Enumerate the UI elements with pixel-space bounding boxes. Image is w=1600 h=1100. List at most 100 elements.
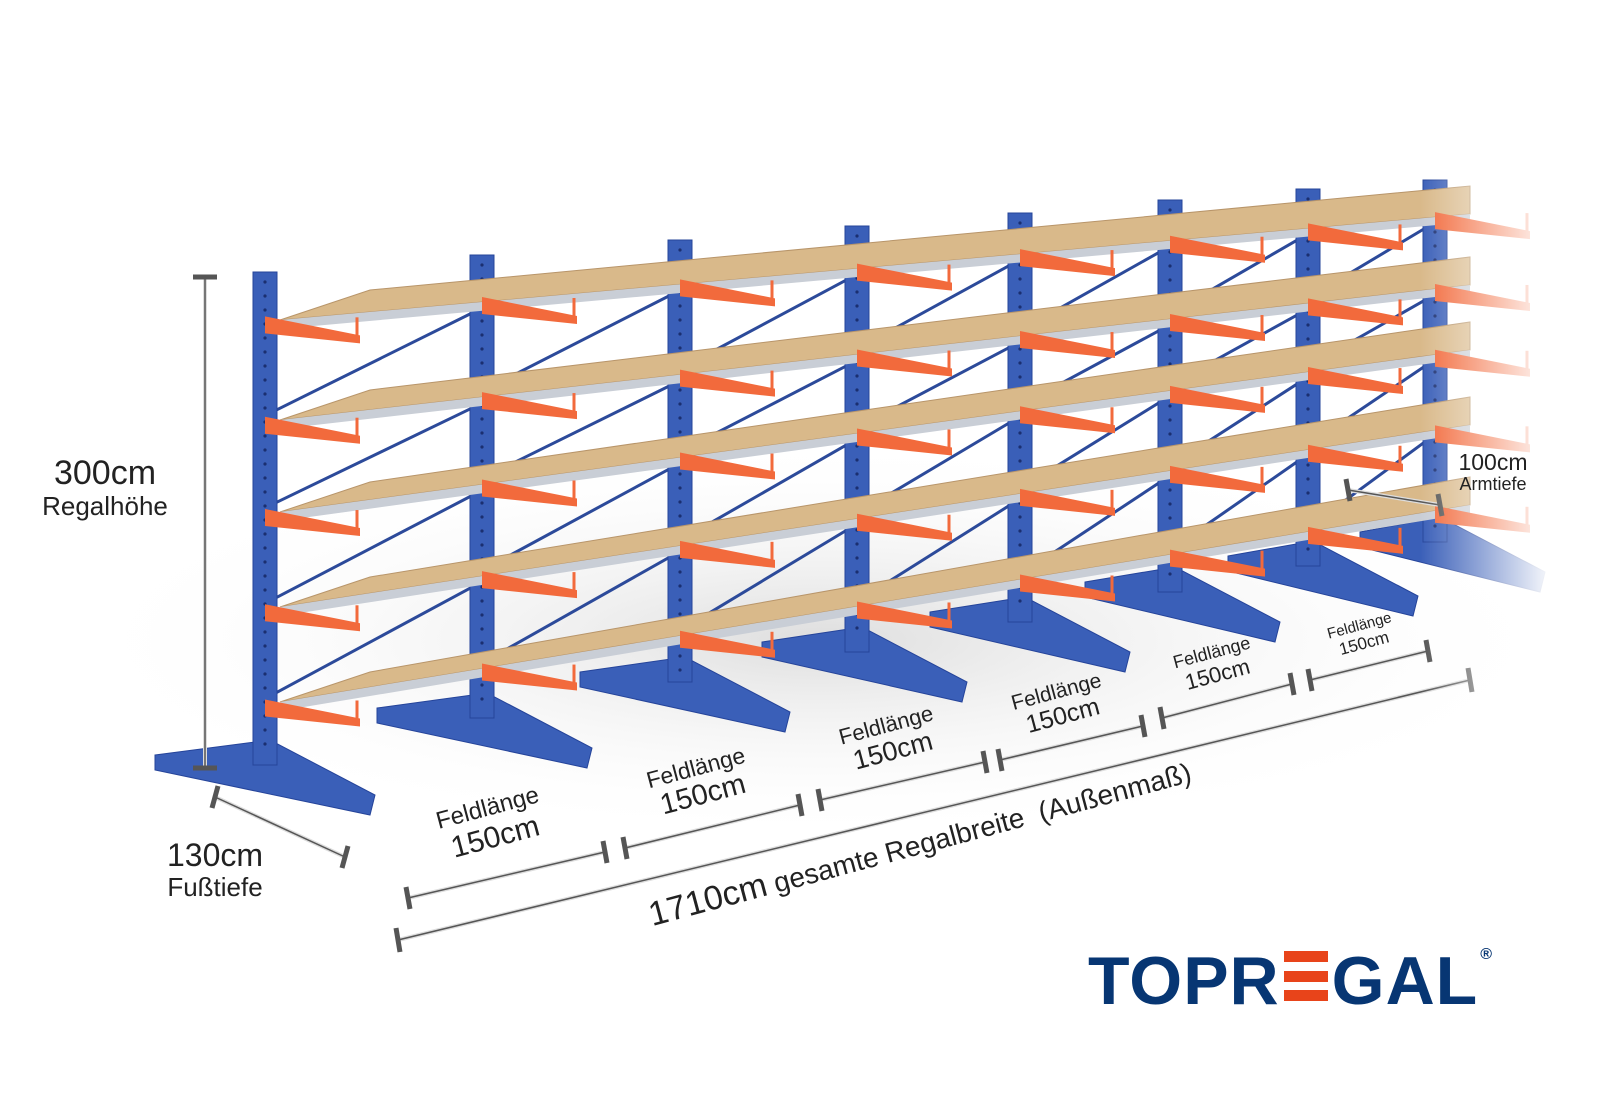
column-hole xyxy=(1306,491,1310,495)
diagonal-brace xyxy=(272,405,475,506)
column-hole xyxy=(1168,572,1172,576)
bay-dimension-line xyxy=(1161,683,1293,719)
cantilever-arm xyxy=(1170,465,1265,493)
column-hole xyxy=(678,514,682,518)
column-hole xyxy=(855,626,859,630)
column-hole xyxy=(1306,547,1310,551)
bay-dimension-line-cap xyxy=(795,793,805,817)
logo-e-mark xyxy=(1283,951,1328,1001)
column-hole xyxy=(678,388,682,392)
column-hole xyxy=(1306,253,1310,257)
cantilever-arm xyxy=(265,509,360,537)
column-hole xyxy=(1018,305,1022,309)
column-hole xyxy=(263,294,267,298)
column-hole xyxy=(480,543,484,547)
column-hole xyxy=(1168,516,1172,520)
column-hole xyxy=(263,350,267,354)
column-hole xyxy=(480,627,484,631)
column-hole xyxy=(855,486,859,490)
column-foot xyxy=(376,692,593,769)
arm-depth-value: 100cm xyxy=(1458,449,1528,475)
column-hole xyxy=(480,445,484,449)
column-hole xyxy=(678,598,682,602)
bay-dimension-line-cap xyxy=(403,886,413,910)
column-hole xyxy=(855,458,859,462)
column-hole xyxy=(480,515,484,519)
cantilever-arm xyxy=(1170,385,1265,413)
column-hole xyxy=(678,486,682,490)
column-hole xyxy=(1168,264,1172,268)
column-hole xyxy=(263,658,267,662)
column-hole xyxy=(1018,459,1022,463)
column-hole xyxy=(855,374,859,378)
cantilever-arm xyxy=(265,416,360,444)
cantilever-arm xyxy=(680,452,775,480)
column-hole xyxy=(263,364,267,368)
foot-depth-value: 130cm xyxy=(166,837,264,873)
column-hole xyxy=(1018,543,1022,547)
column-hole xyxy=(1018,529,1022,533)
column-hole xyxy=(855,402,859,406)
column-hole xyxy=(678,668,682,672)
cantilever-arm xyxy=(265,316,360,344)
column-hole xyxy=(263,504,267,508)
cantilever-arm xyxy=(482,297,577,325)
column-hole xyxy=(263,434,267,438)
column-hole xyxy=(263,742,267,746)
bay-dimension-line-cap xyxy=(1287,672,1297,696)
arm-depth-label: 100cm Armtiefe xyxy=(1448,449,1538,495)
bay-dimension-line xyxy=(1309,650,1429,681)
column-hole xyxy=(1018,445,1022,449)
column-hole xyxy=(1168,488,1172,492)
column-hole xyxy=(263,672,267,676)
bay-dimension-line-cap xyxy=(1157,706,1167,730)
column-hole xyxy=(678,304,682,308)
column-hole xyxy=(263,574,267,578)
diagonal-brace xyxy=(489,466,673,568)
column-hole xyxy=(855,290,859,294)
column-hole xyxy=(855,570,859,574)
column-hole xyxy=(263,560,267,564)
arm-depth-text: Armtiefe xyxy=(1459,474,1527,495)
column-hole xyxy=(480,459,484,463)
column-hole xyxy=(1018,599,1022,603)
column-hole xyxy=(1018,347,1022,351)
diagonal-brace xyxy=(489,383,673,476)
column-hole xyxy=(1306,337,1310,341)
cantilever-arm xyxy=(1308,367,1403,395)
diagonal-brace xyxy=(272,310,475,414)
cantilever-arm xyxy=(1308,526,1403,554)
column-hole xyxy=(678,346,682,350)
column-hole xyxy=(480,347,484,351)
column-hole xyxy=(480,333,484,337)
column-hole xyxy=(678,402,682,406)
column-hole xyxy=(678,472,682,476)
cantilever-arm xyxy=(857,513,952,541)
cantilever-arm xyxy=(680,369,775,397)
column-foot xyxy=(154,739,376,816)
foot-depth-label: 130cm Fußtiefe xyxy=(145,837,285,902)
height-value: 300cm xyxy=(53,454,157,492)
cantilever-arm xyxy=(1020,249,1115,277)
column-hole xyxy=(1168,348,1172,352)
column-hole xyxy=(855,304,859,308)
column-hole xyxy=(480,599,484,603)
foot-depth-dimension-line xyxy=(214,796,346,858)
column-hole xyxy=(480,641,484,645)
cantilever-arm xyxy=(1170,314,1265,342)
column-hole xyxy=(480,319,484,323)
cantilever-arm xyxy=(857,263,952,291)
bay-dimension-line xyxy=(407,851,606,899)
column-hole xyxy=(678,248,682,252)
column-hole xyxy=(480,263,484,267)
column-hole xyxy=(1018,375,1022,379)
column-hole xyxy=(263,280,267,284)
column-hole xyxy=(1168,502,1172,506)
column-hole xyxy=(263,336,267,340)
cantilever-arm xyxy=(1020,331,1115,359)
column-hole xyxy=(855,318,859,322)
arm-depth-dimension-line-cap xyxy=(1343,478,1353,502)
fade-overlay xyxy=(1420,0,1600,1100)
foot-depth-dimension-line-cap xyxy=(339,845,351,869)
